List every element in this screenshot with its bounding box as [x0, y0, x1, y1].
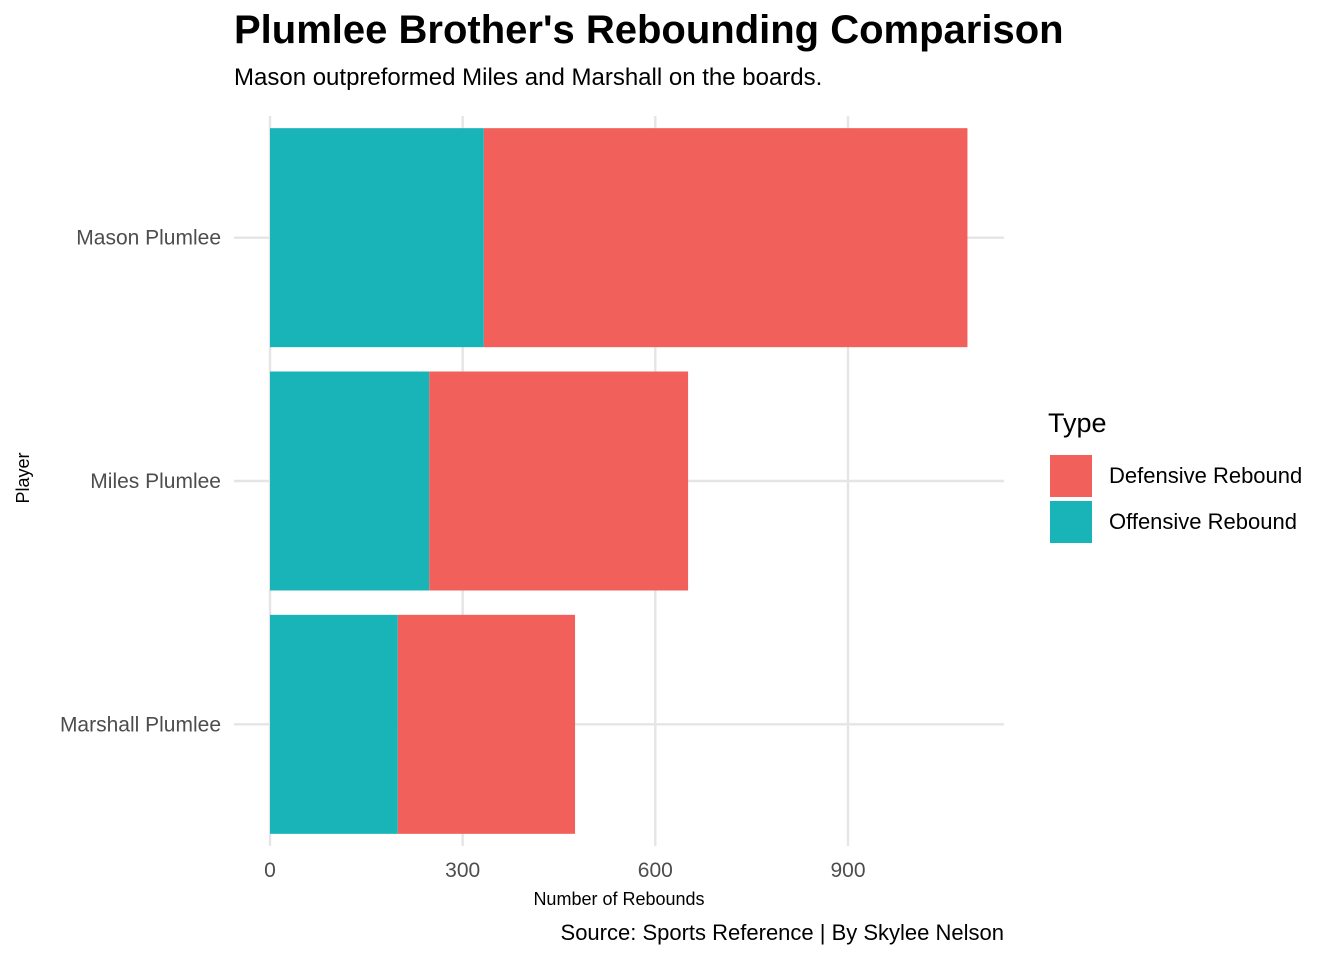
bar-offensive-miles-plumlee	[270, 371, 430, 591]
legend-label-offensive: Offensive Rebound	[1109, 509, 1297, 534]
bar-offensive-marshall-plumlee	[270, 614, 398, 834]
x-tick-label-900: 900	[830, 859, 865, 882]
chart-caption: Source: Sports Reference | By Skylee Nel…	[560, 920, 1004, 945]
y-tick-label-mason-plumlee: Mason Plumlee	[76, 227, 221, 250]
y-tick-label-miles-plumlee: Miles Plumlee	[90, 470, 221, 493]
chart-subtitle: Mason outpreformed Miles and Marshall on…	[234, 64, 823, 91]
legend-label-defensive: Defensive Rebound	[1109, 463, 1303, 488]
legend-item-defensive: Defensive Rebound	[1048, 453, 1302, 499]
x-axis: 0 300 600 900	[264, 859, 865, 882]
bar-defensive-mason-plumlee	[483, 128, 968, 348]
legend-item-offensive: Offensive Rebound	[1048, 499, 1302, 545]
legend-key-defensive	[1050, 455, 1092, 497]
legend-key-offensive	[1050, 501, 1092, 543]
y-axis: Mason Plumlee Miles Plumlee Marshall Pluml…	[60, 227, 221, 737]
bar-defensive-miles-plumlee	[429, 371, 689, 591]
x-axis-title: Number of Rebounds	[533, 889, 704, 909]
x-tick-label-300: 300	[445, 859, 480, 882]
legend: Type Defensive Rebound Offensive Rebound	[1048, 408, 1302, 545]
x-tick-label-0: 0	[264, 859, 276, 882]
bars	[270, 128, 968, 834]
x-tick-label-600: 600	[638, 859, 673, 882]
y-axis-title: Player	[13, 452, 33, 503]
bar-offensive-mason-plumlee	[270, 128, 484, 348]
chart-title: Plumlee Brother's Rebounding Comparison	[234, 8, 1064, 52]
y-tick-label-marshall-plumlee: Marshall Plumlee	[60, 713, 221, 736]
legend-title: Type	[1048, 408, 1107, 438]
bar-defensive-marshall-plumlee	[397, 614, 576, 834]
